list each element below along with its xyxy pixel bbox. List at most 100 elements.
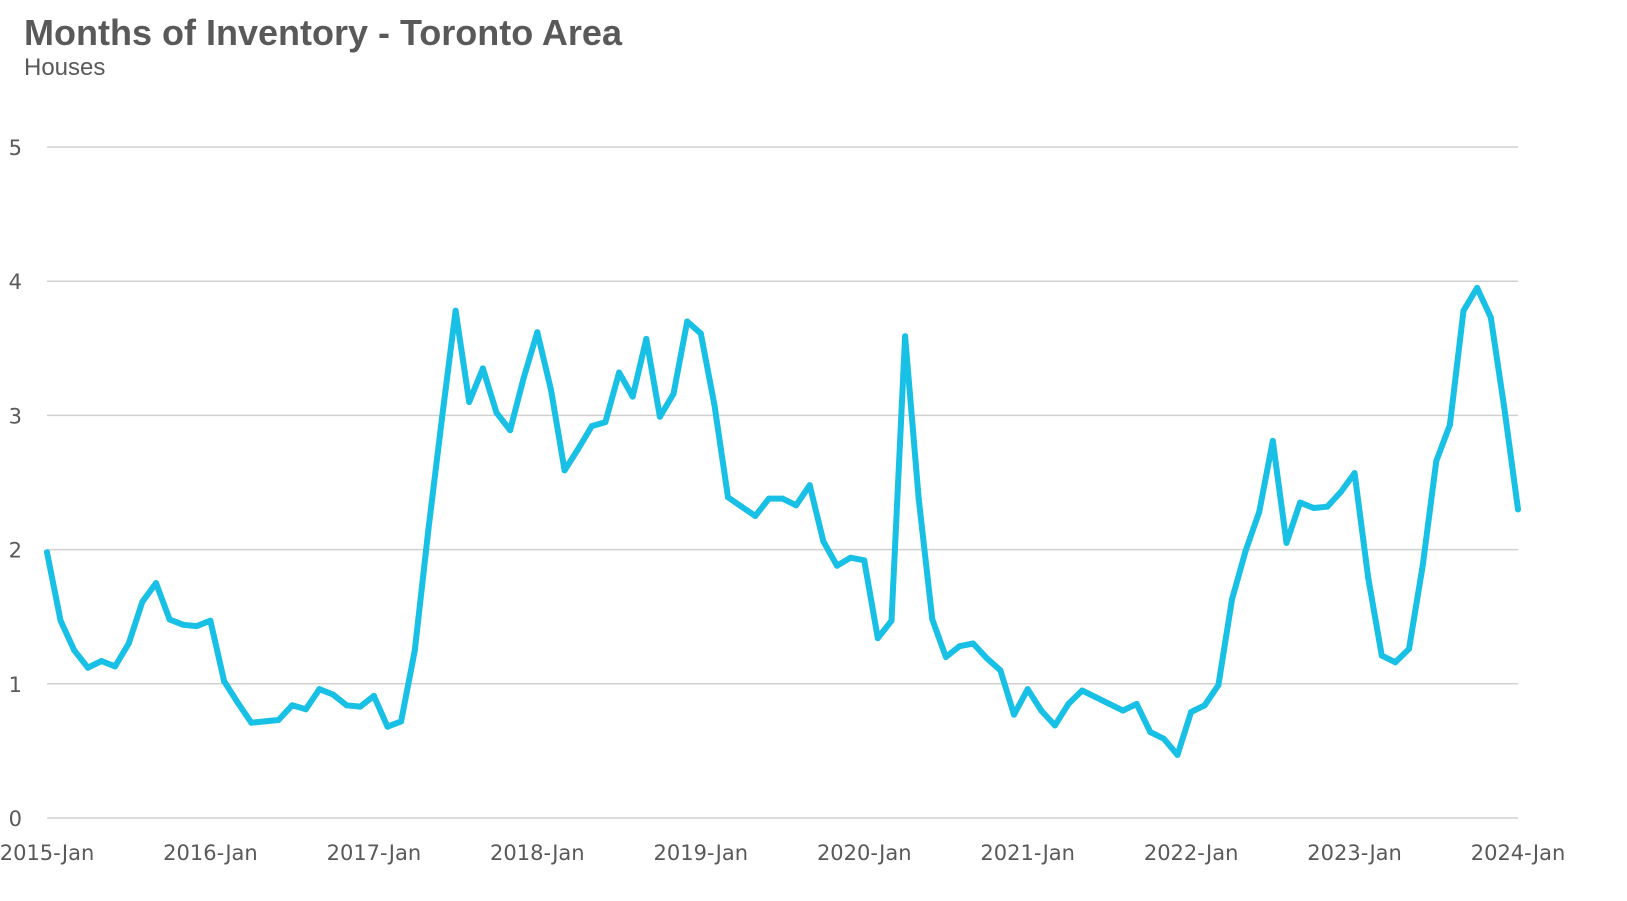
y-tick-label: 3 [9, 404, 22, 428]
data-point [466, 398, 473, 405]
data-point [479, 365, 486, 372]
data-point [330, 691, 337, 698]
x-tick-label: 2023-Jan [1307, 841, 1402, 865]
data-point [1051, 722, 1058, 729]
data-point [711, 401, 718, 408]
data-point [139, 598, 146, 605]
y-tick-label: 0 [9, 807, 22, 831]
data-point [902, 333, 909, 340]
gridlines [47, 146, 1518, 819]
data-point [1406, 645, 1413, 652]
x-tick-label: 2021-Jan [980, 841, 1075, 865]
y-tick-label: 1 [9, 673, 22, 697]
data-point [398, 718, 405, 725]
data-point [643, 335, 650, 342]
data-point [874, 635, 881, 642]
data-point [738, 503, 745, 510]
x-tick-label: 2016-Jan [163, 841, 258, 865]
data-point [1256, 509, 1263, 516]
x-tick-label: 2017-Jan [327, 841, 422, 865]
data-point [725, 494, 732, 501]
data-point [1120, 707, 1127, 714]
data-point [888, 617, 895, 624]
data-point [125, 640, 132, 647]
data-point [765, 495, 772, 502]
data-point [1392, 659, 1399, 666]
data-point [1283, 539, 1290, 546]
data-point [970, 640, 977, 647]
data-point [1269, 437, 1276, 444]
data-point [942, 653, 949, 660]
data-point [1038, 707, 1045, 714]
x-tick-label: 2019-Jan [653, 841, 748, 865]
data-point [929, 616, 936, 623]
x-tick-label: 2020-Jan [817, 841, 912, 865]
data-point [847, 554, 854, 561]
data-point [1378, 652, 1385, 659]
data-point [343, 702, 350, 709]
data-point [507, 427, 514, 434]
data-point [1133, 700, 1140, 707]
data-point [207, 617, 214, 624]
data-point [71, 647, 78, 654]
data-point [1106, 700, 1113, 707]
data-point [1487, 314, 1494, 321]
data-point [452, 307, 459, 314]
y-tick-label: 5 [9, 136, 22, 160]
data-point [1011, 711, 1018, 718]
data-point [656, 413, 663, 420]
data-point [1351, 470, 1358, 477]
data-point [997, 667, 1004, 674]
data-point [670, 390, 677, 397]
data-point [1419, 562, 1426, 569]
data-point [1446, 421, 1453, 428]
data-point [411, 647, 418, 654]
data-point [289, 702, 296, 709]
data-point [261, 718, 268, 725]
data-point [1297, 499, 1304, 506]
data-point [1188, 708, 1195, 715]
data-point [616, 369, 623, 376]
data-point [384, 723, 391, 730]
data-point [1365, 574, 1372, 581]
data-point [1501, 405, 1508, 412]
x-tick-label: 2015-Jan [0, 841, 94, 865]
data-point [98, 657, 105, 664]
data-point [779, 495, 786, 502]
data-point [1147, 729, 1154, 736]
data-point [547, 386, 554, 393]
data-point [234, 699, 241, 706]
data-point [193, 623, 200, 630]
x-axis-tick-labels: 2015-Jan 2016-Jan 2017-Jan 2018-Jan 2019-Jan… [0, 841, 1565, 865]
data-point [1474, 284, 1481, 291]
data-point [1228, 596, 1235, 603]
data-point [602, 419, 609, 426]
data-point [561, 467, 568, 474]
data-point [588, 423, 595, 430]
data-point [956, 643, 963, 650]
data-point [752, 513, 759, 520]
data-point [1092, 694, 1099, 701]
data-point [697, 330, 704, 337]
chart-title: Months of Inventory - Toronto Area [24, 12, 622, 53]
data-point [1515, 506, 1521, 513]
data-point [1324, 503, 1331, 510]
data-point [302, 706, 309, 713]
data-point [166, 616, 173, 623]
chart-subtitle: Houses [24, 54, 106, 81]
data-point [425, 526, 432, 533]
data-point [357, 703, 364, 710]
data-point [84, 664, 91, 671]
data-point [833, 562, 840, 569]
data-point [275, 717, 282, 724]
data-point [1174, 751, 1181, 758]
x-tick-label: 2024-Jan [1471, 841, 1566, 865]
data-point [1024, 686, 1031, 693]
data-point [1337, 488, 1344, 495]
data-point [152, 580, 159, 587]
data-point [983, 655, 990, 662]
data-point [915, 495, 922, 502]
data-point [1215, 682, 1222, 689]
data-point [1201, 702, 1208, 709]
